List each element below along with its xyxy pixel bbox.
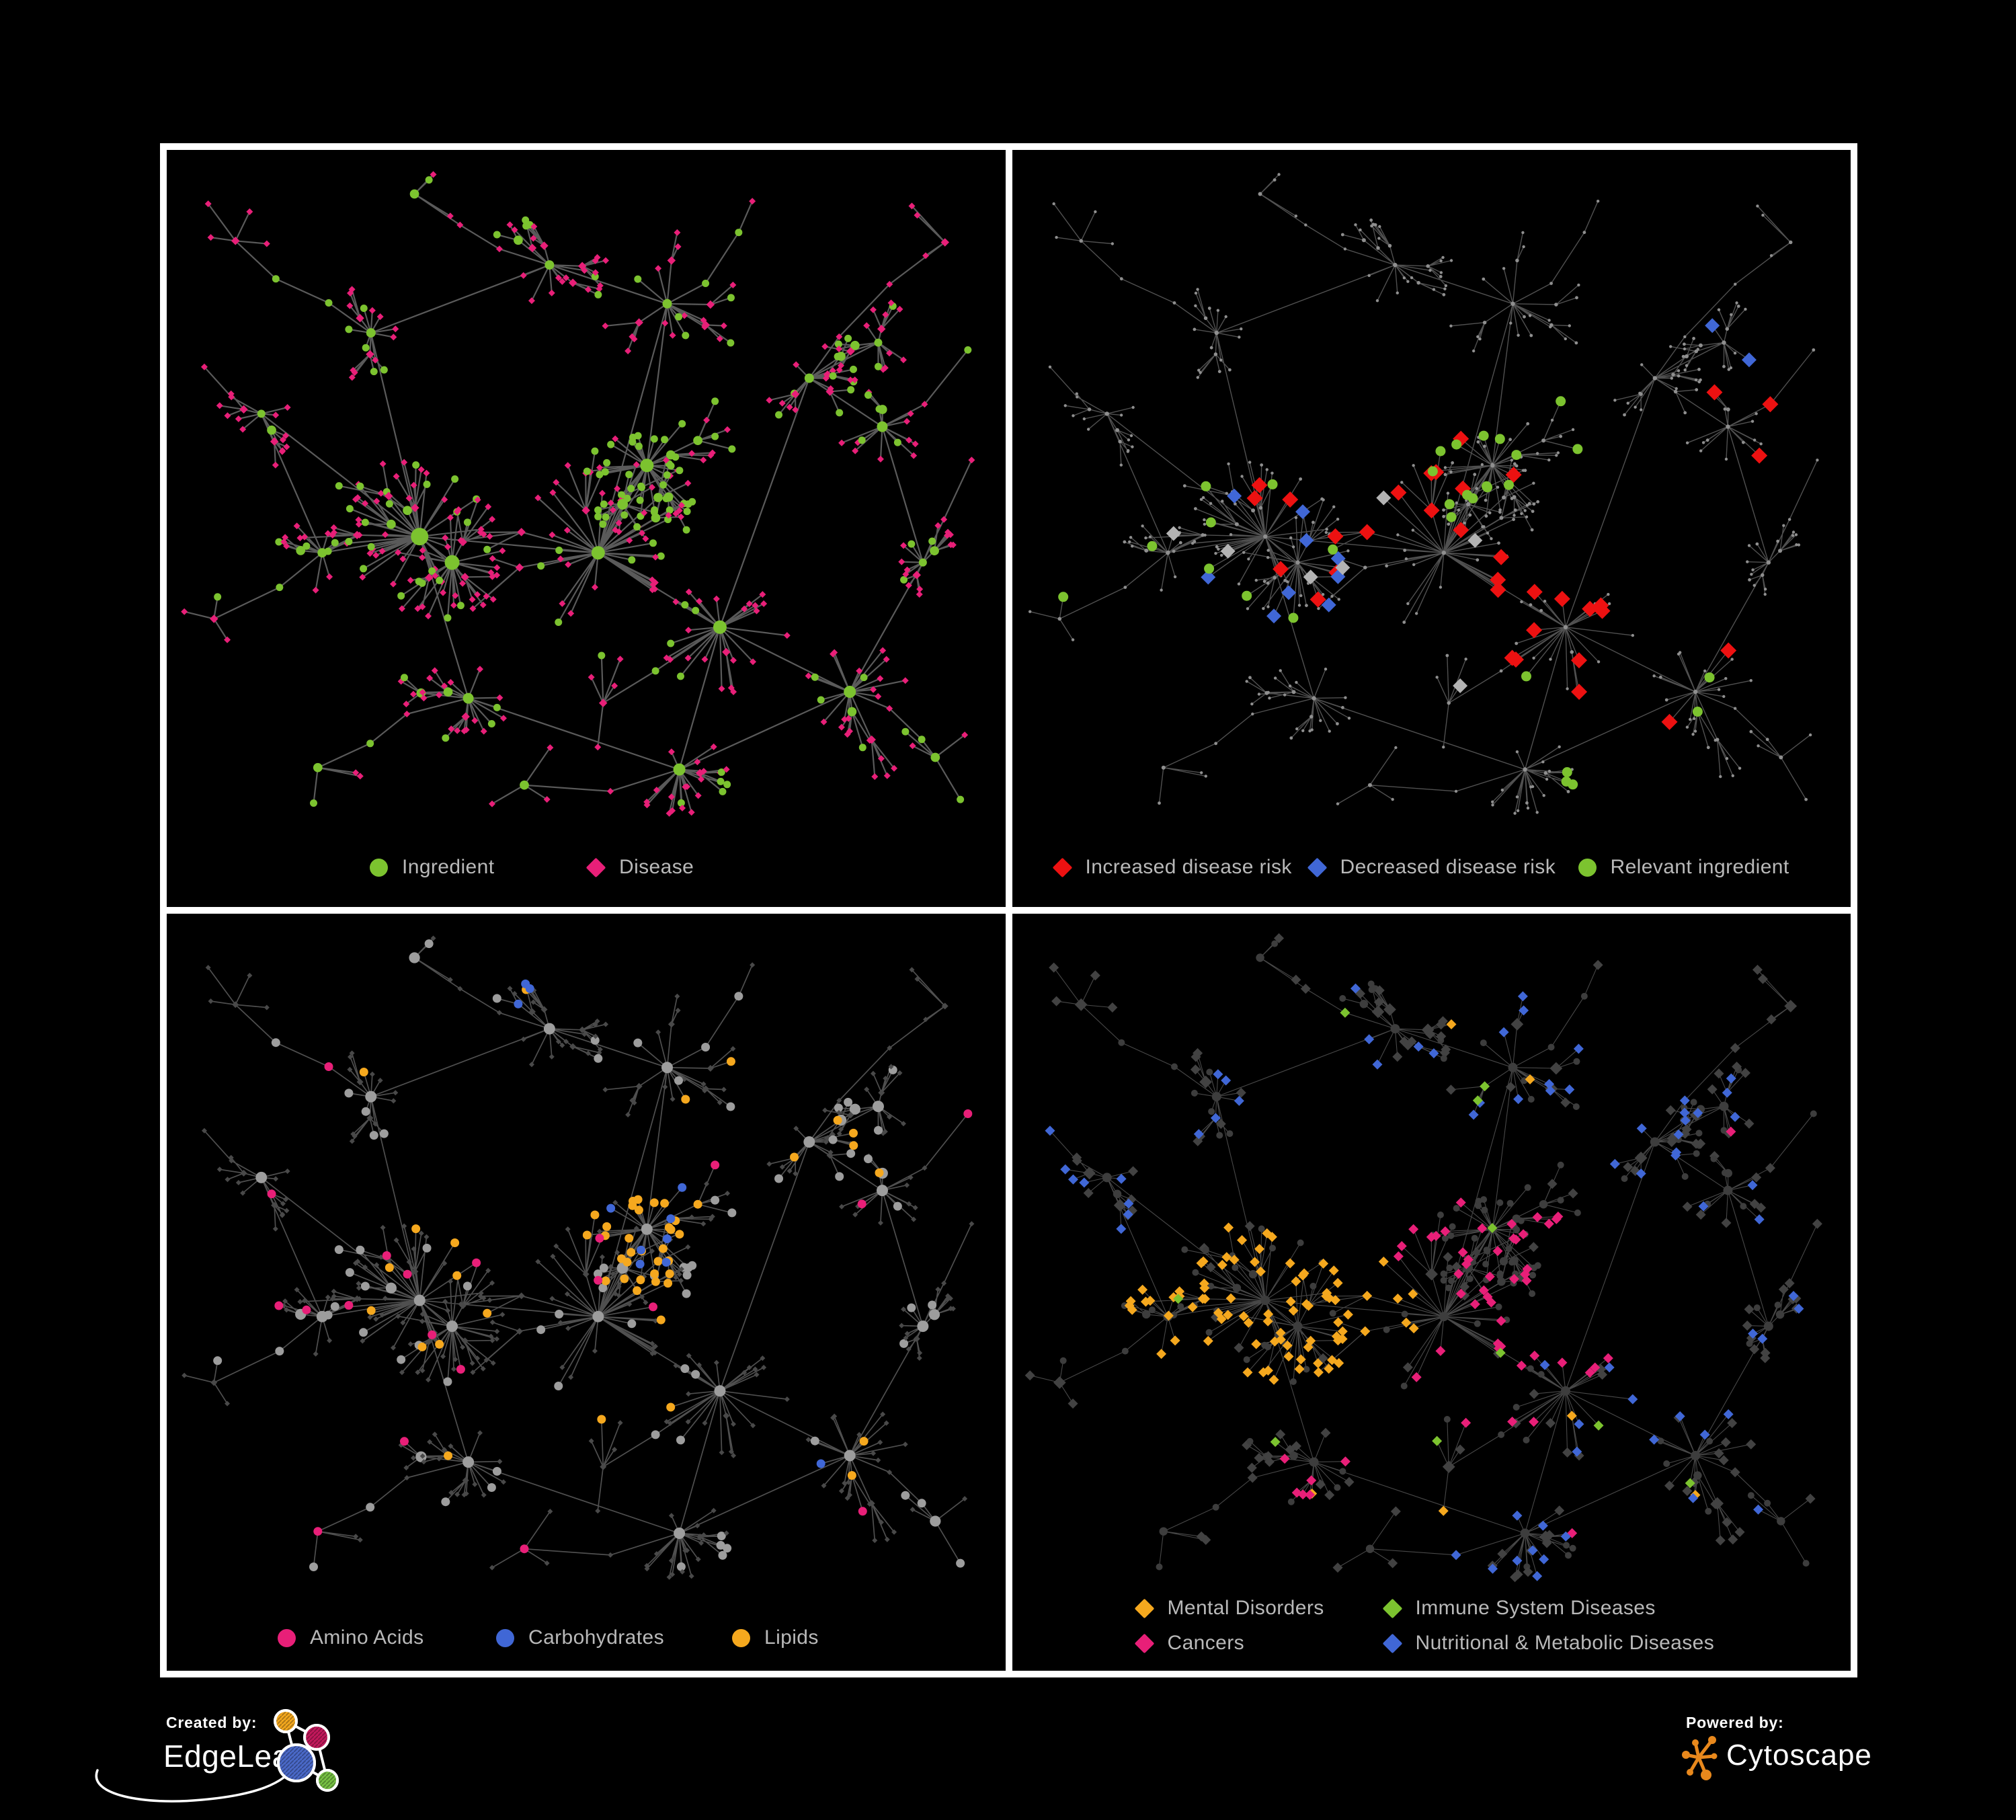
cytoscape-logo-icon bbox=[1682, 1736, 1718, 1780]
powered-by-label: Powered by: bbox=[1686, 1714, 1784, 1731]
network-graph-ingredient-disease bbox=[181, 171, 975, 817]
cytoscape-wordmark: Cytoscape bbox=[1726, 1739, 1872, 1772]
panel-disease-class-network: Mental Disorders Immune System Diseases Ca… bbox=[1012, 914, 1851, 1671]
powered-by-block: Powered by: bbox=[1686, 1714, 1784, 1732]
panel-disease-risk-network: Increased disease risk Decreased disease … bbox=[1012, 150, 1851, 907]
panel-nutrient-class-network: Amino Acids Carbohydrates Lipids bbox=[167, 914, 1006, 1671]
edgeleap-logo-icon bbox=[95, 1709, 339, 1803]
created-by-label: Created by: bbox=[166, 1714, 257, 1731]
network-graph-nutrient-class bbox=[182, 935, 975, 1580]
panel-ingredient-disease-network: Ingredient Disease bbox=[167, 150, 1006, 907]
quadrant-grid: Ingredient Disease Increased disease risk… bbox=[160, 143, 1857, 1677]
network-graph-disease-class bbox=[1024, 933, 1822, 1583]
created-by-block: Created by: bbox=[166, 1714, 257, 1732]
network-graph-disease-risk bbox=[1028, 173, 1819, 815]
